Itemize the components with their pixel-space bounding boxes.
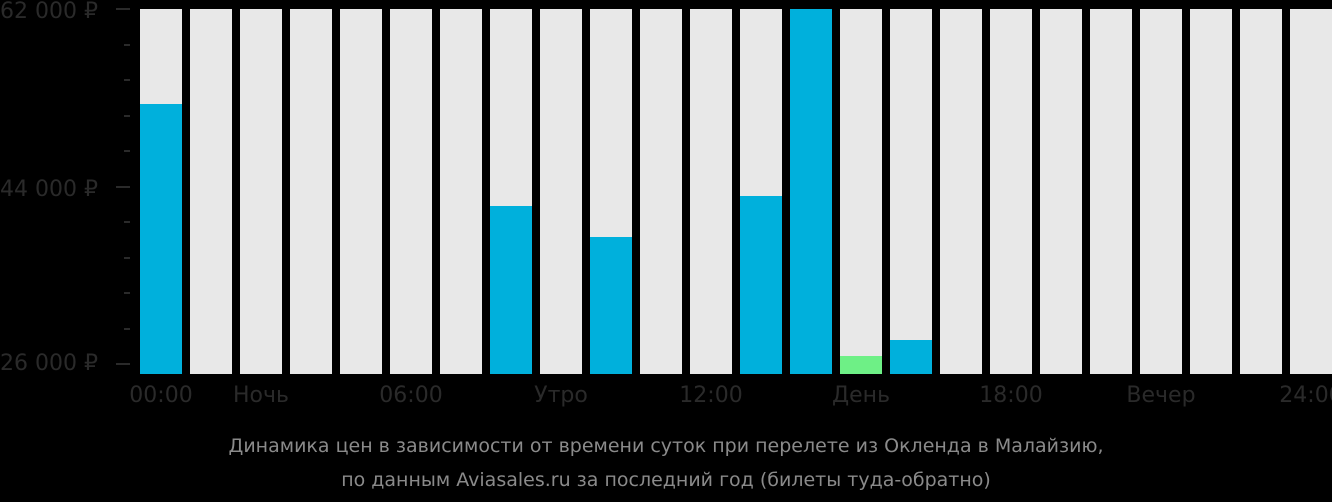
x-axis-label: 06:00 <box>379 383 443 408</box>
hour-slot-14[interactable] <box>840 9 882 374</box>
x-axis-label: 12:00 <box>679 383 743 408</box>
hour-slot-06[interactable] <box>440 9 482 374</box>
y-minor-tick <box>124 150 130 152</box>
price-bar[interactable] <box>590 236 632 374</box>
x-axis-label: 24:00 <box>1279 383 1332 408</box>
chart-caption-line-1: Динамика цен в зависимости от времени су… <box>228 435 1104 457</box>
x-axis-label: 00:00 <box>129 383 193 408</box>
hour-slot-05[interactable] <box>390 9 432 374</box>
y-major-tick <box>116 363 130 365</box>
hour-slot-22[interactable] <box>1240 9 1282 374</box>
price-bar[interactable] <box>790 9 832 374</box>
y-minor-tick <box>124 114 130 117</box>
hour-slot-07[interactable] <box>490 9 532 374</box>
price-bar[interactable] <box>740 196 782 374</box>
y-minor-tick <box>124 327 130 330</box>
y-axis-label-mid: 44 000 ₽ <box>0 177 98 202</box>
y-minor-tick <box>124 256 130 259</box>
hour-slot-19[interactable] <box>1090 9 1132 374</box>
y-major-tick <box>116 185 130 188</box>
hour-slot-03[interactable] <box>290 9 332 374</box>
x-axis-label: Ночь <box>233 383 289 408</box>
hour-slot-02[interactable] <box>240 9 282 374</box>
hour-slot-16[interactable] <box>940 9 982 374</box>
y-minor-tick <box>124 292 130 294</box>
y-minor-tick <box>124 79 130 81</box>
hour-slot-15[interactable] <box>890 9 932 374</box>
hour-slot-00[interactable] <box>140 9 182 374</box>
hour-slot-12[interactable] <box>740 9 782 374</box>
hour-slot-08[interactable] <box>540 9 582 374</box>
x-axis-label: Утро <box>534 383 588 408</box>
hour-slot-17[interactable] <box>990 9 1032 374</box>
hour-slot-23[interactable] <box>1290 9 1332 374</box>
price-bar[interactable] <box>890 340 932 374</box>
price-bar[interactable] <box>490 206 532 374</box>
y-minor-tick <box>124 43 130 46</box>
hour-slot-20[interactable] <box>1140 9 1182 374</box>
cheapest-price-bar[interactable] <box>840 356 882 374</box>
price-bar[interactable] <box>140 103 182 374</box>
hour-slot-11[interactable] <box>690 9 732 374</box>
hour-slot-04[interactable] <box>340 9 382 374</box>
y-major-tick <box>116 8 130 10</box>
y-axis-label-max: 62 000 ₽ <box>0 0 98 24</box>
chart-caption-line-2: по данным Aviasales.ru за последний год … <box>341 469 991 491</box>
y-axis-label-min: 26 000 ₽ <box>0 351 98 376</box>
x-axis-label: Вечер <box>1126 383 1196 408</box>
hour-slot-21[interactable] <box>1190 9 1232 374</box>
hour-slot-13[interactable] <box>790 9 832 374</box>
x-axis-label: День <box>831 383 891 408</box>
hour-slot-18[interactable] <box>1040 9 1082 374</box>
x-axis-label: 18:00 <box>979 383 1043 408</box>
hour-slot-10[interactable] <box>640 9 682 374</box>
hour-slot-09[interactable] <box>590 9 632 374</box>
y-minor-tick <box>124 221 130 223</box>
hour-slot-01[interactable] <box>190 9 232 374</box>
